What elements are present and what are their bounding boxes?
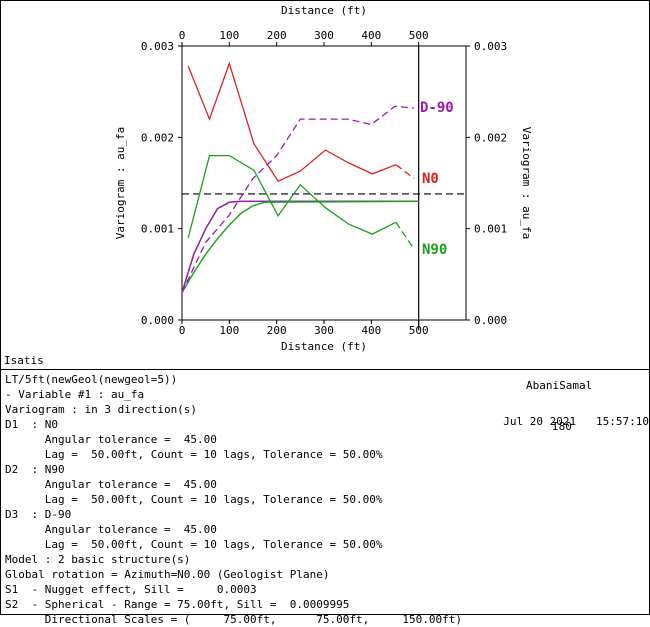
app-name: Isatis xyxy=(4,354,44,367)
y-tick-label-right: 0.003 xyxy=(474,40,507,53)
info-line: Lag = 50.00ft, Count = 10 lags, Toleranc… xyxy=(5,538,383,551)
model-curve xyxy=(181,200,419,293)
x-tick-label: 400 xyxy=(361,324,381,337)
y-tick-label-right: 0.000 xyxy=(474,314,507,327)
series-line-D-90 xyxy=(181,105,414,293)
x-tick-label: 500 xyxy=(409,324,429,337)
info-line: Variogram : in 3 direction(s) xyxy=(5,403,198,416)
x-tick-label-top: 500 xyxy=(409,29,429,42)
info-line: Angular tolerance = 45.00 xyxy=(5,433,217,446)
x-axis-title: Distance (ft) xyxy=(281,340,367,353)
series-label-D-90: D-90 xyxy=(420,100,454,116)
info-line: Model : 2 basic structure(s) xyxy=(5,553,191,566)
x-tick-label-top: 0 xyxy=(179,29,186,42)
divider xyxy=(0,369,650,370)
info-line: LT/5ft(newGeol(newgeol=5)) xyxy=(5,373,178,386)
model-curve xyxy=(181,200,419,293)
author: AbaniSamal xyxy=(526,379,593,392)
x-tick-label: 100 xyxy=(219,324,239,337)
info-line: Angular tolerance = 45.00 xyxy=(5,478,217,491)
info-line: Global rotation = Azimuth=N0.00 (Geologi… xyxy=(5,568,330,581)
series-label-N0: N0 xyxy=(422,171,439,187)
series-line-N0 xyxy=(187,61,397,183)
x-tick-label-top: 100 xyxy=(219,29,239,42)
info-line: Lag = 50.00ft, Count = 10 lags, Toleranc… xyxy=(5,448,383,461)
model-curve xyxy=(181,200,419,293)
info-line: Directional Scales = ( 75.00ft, 75.00ft,… xyxy=(5,613,462,626)
info-line: - Variable #1 : au_fa xyxy=(5,388,145,401)
series-label-N90: N90 xyxy=(422,242,447,258)
x-tick-label: 200 xyxy=(267,324,287,337)
y-axis-title-right: Variogram : au_fa xyxy=(520,127,533,240)
info-line: Lag = 50.00ft, Count = 10 lags, Toleranc… xyxy=(5,493,383,506)
x-tick-label-top: 200 xyxy=(267,29,287,42)
chart-svg: 0 0 100 100 200 200 300 300 400 400 500 500 0.000 0.0… xyxy=(114,4,533,353)
y-tick-label: 0.002 xyxy=(141,131,174,144)
datetime: Jul 20 2021 15:57:10 xyxy=(490,402,649,428)
info-line: S1 - Nugget effect, Sill = 0.0003 xyxy=(5,583,257,596)
x-tick-label: 0 xyxy=(179,324,186,337)
x-tick-label-top: 300 xyxy=(314,29,334,42)
y-axis-title: Variogram : au_fa xyxy=(114,127,127,240)
info-line: D3 : D-90 xyxy=(5,508,72,521)
y-tick-label: 0.000 xyxy=(141,314,174,327)
y-tick-label: 0.003 xyxy=(141,40,174,53)
y-tick-label: 0.001 xyxy=(141,223,174,236)
info-line: D1 : N0 xyxy=(5,418,58,431)
variogram-chart: 0 0 100 100 200 200 300 300 400 400 500 500 0.000 0.0… xyxy=(114,4,533,353)
code: I80 xyxy=(552,420,572,433)
y-tick-label-right: 0.002 xyxy=(474,131,507,144)
series-tail-N0 xyxy=(395,164,415,179)
series-line-N90 xyxy=(187,154,397,238)
variogram-info: LT/5ft(newGeol(newgeol=5)) - Variable #1 … xyxy=(5,372,462,627)
series-tail-N90 xyxy=(395,221,415,250)
x-axis-title-top: Distance (ft) xyxy=(281,4,367,17)
date: Jul 20 2021 xyxy=(503,415,577,428)
info-line: S2 - Spherical - Range = 75.00ft, Sill =… xyxy=(5,598,350,611)
x-tick-label-top: 400 xyxy=(361,29,381,42)
info-line: D2 : N90 xyxy=(5,463,65,476)
x-tick-label: 300 xyxy=(314,324,334,337)
info-line: Angular tolerance = 45.00 xyxy=(5,523,217,536)
y-tick-label-right: 0.001 xyxy=(474,223,507,236)
time: 15:57:10 xyxy=(595,415,649,428)
